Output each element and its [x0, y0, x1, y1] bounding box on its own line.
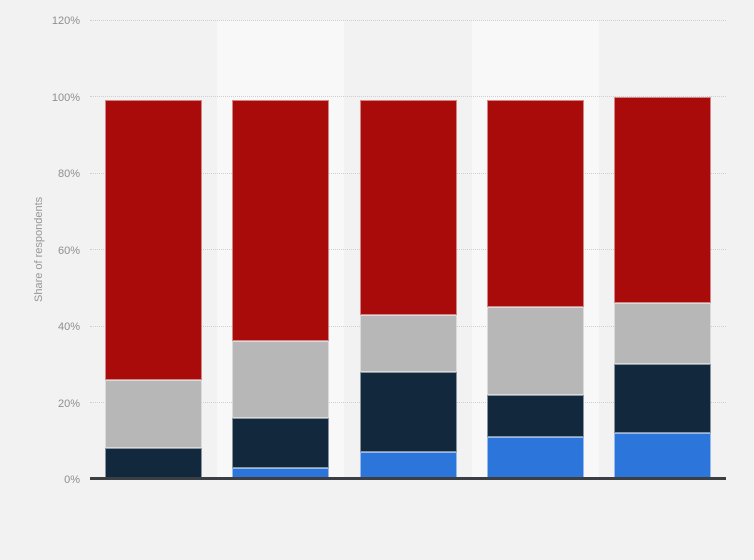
bar-segment-blue[interactable] — [613, 433, 711, 479]
y-tick-label: 60% — [57, 244, 80, 257]
bar-segment-gray[interactable] — [359, 314, 457, 372]
bar-segment-dark-blue[interactable] — [486, 394, 584, 437]
bar-segment-gray[interactable] — [105, 379, 203, 449]
bar-segment-gray[interactable] — [486, 306, 584, 395]
bar-segment-dark-blue[interactable] — [232, 417, 330, 468]
bar-segment-red[interactable] — [105, 100, 203, 380]
bar-segment-red[interactable] — [486, 100, 584, 307]
bar-segment-dark-blue[interactable] — [105, 448, 203, 479]
y-tick-label: 0% — [64, 474, 80, 486]
x-axis-line — [90, 477, 726, 480]
bar-segment-red[interactable] — [232, 100, 330, 342]
y-tick-label: 20% — [57, 397, 80, 410]
bar-segment-red[interactable] — [613, 96, 711, 304]
y-tick-label: 120% — [51, 15, 80, 27]
bar-segment-gray[interactable] — [613, 303, 711, 365]
bar-segment-blue[interactable] — [486, 436, 584, 479]
y-tick-label: 40% — [57, 321, 80, 333]
y-tick-label: 80% — [57, 168, 80, 180]
bar-segment-dark-blue[interactable] — [613, 364, 711, 434]
y-tick-label: 100% — [51, 91, 80, 104]
bar-segment-red[interactable] — [359, 100, 457, 315]
gridline — [90, 19, 726, 21]
bar-segment-dark-blue[interactable] — [359, 371, 457, 453]
bar-segment-blue[interactable] — [359, 452, 457, 479]
bar-segment-gray[interactable] — [232, 341, 330, 418]
gridline — [90, 96, 726, 97]
